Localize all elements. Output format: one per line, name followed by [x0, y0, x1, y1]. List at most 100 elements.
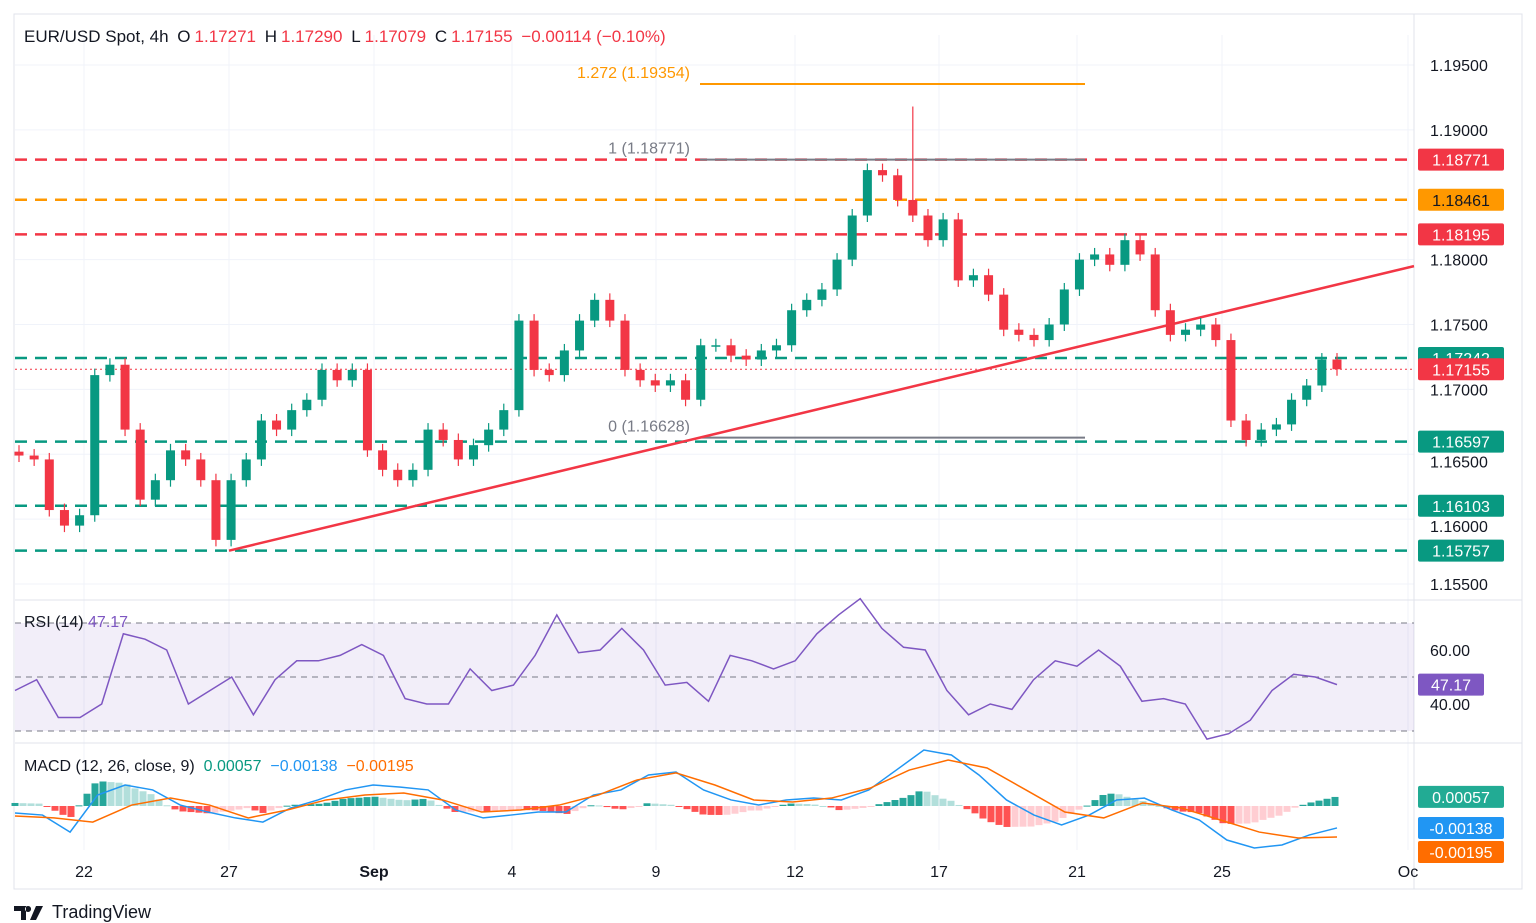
candle[interactable]	[1029, 334, 1039, 341]
candle[interactable]	[256, 420, 266, 460]
candle[interactable]	[665, 380, 675, 386]
candle[interactable]	[29, 455, 39, 460]
candle[interactable]	[438, 429, 448, 440]
candle[interactable]	[650, 380, 660, 386]
candle[interactable]	[211, 480, 221, 540]
candle[interactable]	[771, 345, 781, 351]
trendline[interactable]	[228, 264, 1415, 552]
candle[interactable]	[847, 215, 857, 260]
symbol-title[interactable]: EUR/USD Spot, 4h	[24, 27, 169, 46]
candle[interactable]	[499, 410, 509, 430]
candle[interactable]	[287, 410, 297, 430]
candle[interactable]	[1165, 310, 1175, 335]
candle[interactable]	[1090, 254, 1100, 260]
candle[interactable]	[302, 399, 312, 411]
candle[interactable]	[468, 445, 478, 460]
candle[interactable]	[1120, 240, 1130, 265]
candle[interactable]	[1317, 359, 1327, 386]
candle[interactable]	[999, 294, 1009, 330]
rsi-title[interactable]: RSI (14)	[24, 614, 84, 631]
candle[interactable]	[226, 480, 236, 540]
candle[interactable]	[165, 450, 175, 481]
candle[interactable]	[1014, 329, 1024, 335]
macd-title[interactable]: MACD (12, 26, close, 9)	[24, 758, 195, 775]
candle[interactable]	[44, 459, 54, 511]
candle[interactable]	[408, 469, 418, 481]
macd-pane[interactable]	[11, 749, 1339, 849]
candle[interactable]	[105, 364, 115, 376]
tradingview-logo[interactable]: TradingView	[14, 902, 151, 923]
candle[interactable]	[135, 429, 145, 500]
candle[interactable]	[575, 320, 585, 351]
candle[interactable]	[1302, 385, 1312, 400]
candle[interactable]	[726, 345, 736, 356]
candle[interactable]	[1135, 240, 1145, 255]
price-pane[interactable]: 1.272 (1.19354) 1 (1.18771) 0 (1.16628)	[14, 65, 1415, 552]
candle[interactable]	[802, 299, 812, 311]
candle[interactable]	[59, 510, 69, 526]
candle[interactable]	[862, 170, 872, 216]
candle[interactable]	[605, 299, 615, 321]
candle[interactable]	[544, 369, 554, 376]
candle[interactable]	[378, 450, 388, 470]
candle[interactable]	[756, 350, 766, 360]
candle[interactable]	[150, 480, 160, 500]
candle[interactable]	[241, 459, 251, 481]
candle[interactable]	[90, 375, 100, 516]
candle[interactable]	[635, 369, 645, 381]
candle[interactable]	[832, 259, 842, 290]
candle[interactable]	[984, 275, 994, 295]
candle[interactable]	[711, 345, 721, 347]
candle[interactable]	[423, 429, 433, 470]
candle[interactable]	[923, 215, 933, 241]
candle[interactable]	[953, 219, 963, 281]
candle[interactable]	[484, 429, 494, 446]
candle[interactable]	[817, 289, 827, 300]
candle[interactable]	[1044, 324, 1054, 341]
candle[interactable]	[559, 350, 569, 376]
candle[interactable]	[1074, 259, 1084, 290]
candle[interactable]	[75, 515, 85, 526]
candle[interactable]	[1150, 254, 1160, 311]
candle[interactable]	[362, 369, 372, 451]
candle[interactable]	[317, 369, 327, 400]
candle[interactable]	[878, 170, 888, 176]
candle[interactable]	[908, 199, 918, 216]
candle[interactable]	[1256, 429, 1266, 440]
candle[interactable]	[1196, 324, 1206, 330]
macd-signal-line[interactable]	[14, 759, 1338, 839]
candle[interactable]	[893, 175, 903, 200]
candle[interactable]	[1181, 329, 1191, 335]
rsi-pane[interactable]	[14, 597, 1414, 740]
candle[interactable]	[1241, 420, 1251, 440]
candle[interactable]	[196, 459, 206, 481]
candle[interactable]	[1105, 254, 1115, 265]
candle[interactable]	[14, 451, 24, 456]
candle[interactable]	[1059, 289, 1069, 325]
candle[interactable]	[938, 219, 948, 241]
candle[interactable]	[681, 380, 691, 400]
rsi-line[interactable]	[14, 597, 1338, 740]
candle[interactable]	[1211, 324, 1221, 341]
candle[interactable]	[332, 369, 342, 381]
candle[interactable]	[272, 420, 282, 430]
candle[interactable]	[514, 320, 524, 411]
candle[interactable]	[181, 450, 191, 460]
candle[interactable]	[1287, 399, 1297, 425]
candle[interactable]	[120, 364, 130, 430]
candle[interactable]	[453, 439, 463, 460]
macd-line[interactable]	[14, 749, 1338, 849]
candle[interactable]	[696, 345, 706, 400]
candle[interactable]	[741, 355, 751, 360]
candle[interactable]	[620, 320, 630, 370]
candle[interactable]	[529, 320, 539, 370]
candle[interactable]	[787, 310, 797, 346]
candle[interactable]	[968, 275, 978, 281]
candle[interactable]	[347, 369, 357, 381]
candle[interactable]	[590, 299, 600, 321]
candle[interactable]	[1271, 424, 1281, 430]
candle[interactable]	[1226, 340, 1236, 421]
candle[interactable]	[393, 469, 403, 481]
candle[interactable]	[1332, 359, 1342, 370]
